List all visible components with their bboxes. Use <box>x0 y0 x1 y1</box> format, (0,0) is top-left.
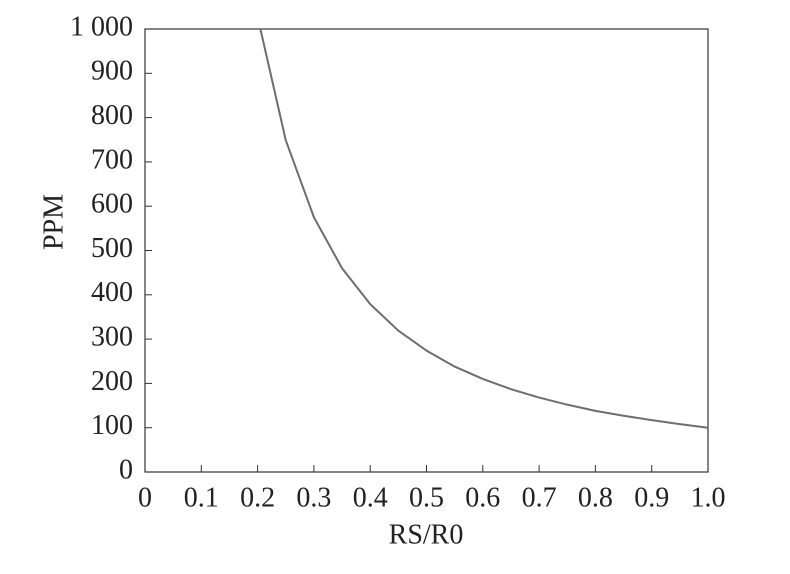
y-tick-label: 400 <box>91 277 133 308</box>
y-tick-label: 700 <box>91 144 133 175</box>
x-axis-label: RS/R0 <box>389 519 464 550</box>
x-tick-label: 0 <box>138 482 152 513</box>
x-tick-label: 0.1 <box>184 482 219 513</box>
x-tick-label: 0.4 <box>353 482 388 513</box>
y-axis-label: PPM <box>38 194 69 250</box>
y-tick-label: 300 <box>91 322 133 353</box>
plot-frame <box>144 28 709 473</box>
y-tick-label: 1 000 <box>70 11 133 42</box>
x-tick-label: 0.8 <box>578 482 613 513</box>
y-tick-label: 500 <box>91 233 133 264</box>
x-tick-label: 0.5 <box>409 482 444 513</box>
x-tick-label: 1.0 <box>691 482 726 513</box>
x-tick-label: 0.2 <box>240 482 275 513</box>
y-tick-label: 200 <box>91 366 133 397</box>
y-tick-label: 900 <box>91 56 133 87</box>
y-tick-label: 600 <box>91 189 133 220</box>
x-tick-label: 0.9 <box>634 482 669 513</box>
data-line <box>259 28 709 429</box>
y-tick-label: 800 <box>91 100 133 131</box>
y-tick-label: 100 <box>91 410 133 441</box>
x-tick-label: 0.7 <box>522 482 557 513</box>
y-tick-label: 0 <box>119 454 133 485</box>
x-tick-label: 0.6 <box>465 482 500 513</box>
x-tick-label: 0.3 <box>296 482 331 513</box>
